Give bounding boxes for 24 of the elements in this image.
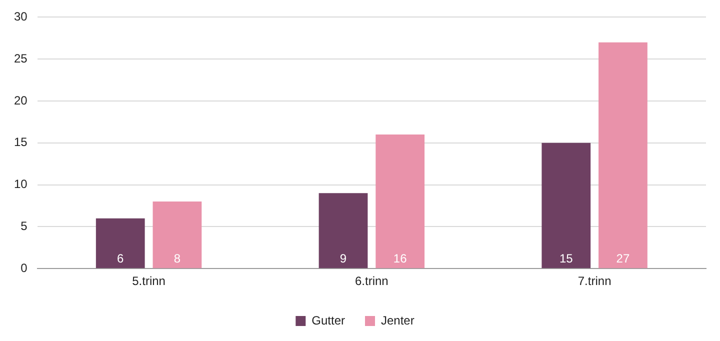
y-tick-label: 5	[20, 219, 28, 234]
data-label: 8	[174, 251, 181, 266]
bar	[542, 142, 591, 268]
y-tick-label: 0	[20, 260, 28, 275]
x-tick-label: 7.trinn	[578, 274, 612, 288]
legend-label: Gutter	[312, 313, 346, 328]
data-label: 6	[117, 251, 124, 266]
y-tick-label: 15	[14, 135, 28, 150]
x-tick-label: 6.trinn	[354, 274, 388, 288]
bar	[152, 202, 202, 268]
data-label: 9	[340, 251, 347, 266]
y-tick-label: 30	[14, 10, 28, 24]
bar	[96, 218, 145, 268]
data-label: 27	[616, 251, 630, 266]
bar	[318, 193, 368, 268]
data-label: 15	[559, 251, 574, 266]
y-tick-label: 25	[14, 51, 28, 66]
bar	[376, 134, 425, 268]
data-label: 16	[393, 251, 408, 266]
legend-label: Jenter	[380, 313, 414, 328]
bar	[598, 42, 648, 268]
y-tick-label: 10	[14, 177, 28, 192]
y-tick-label: 20	[14, 93, 28, 108]
x-tick-label: 5.trinn	[132, 274, 166, 288]
